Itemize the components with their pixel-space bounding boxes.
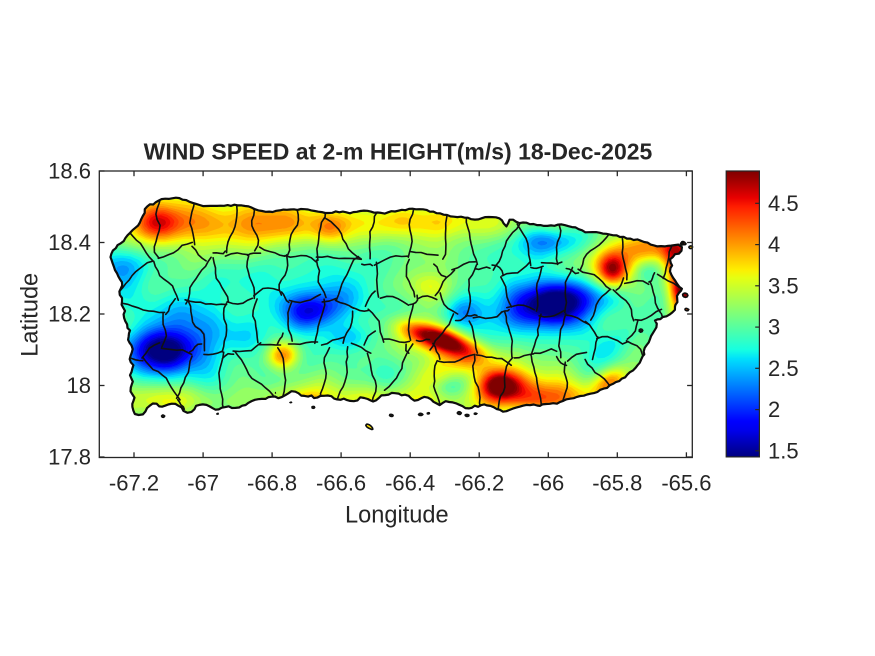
svg-text:18: 18 <box>67 373 91 398</box>
svg-text:2.5: 2.5 <box>768 356 799 381</box>
svg-text:-66.8: -66.8 <box>247 470 297 495</box>
svg-text:WIND SPEED at 2-m HEIGHT(m/s): WIND SPEED at 2-m HEIGHT(m/s) 18-Dec-202… <box>144 139 653 165</box>
svg-text:4.5: 4.5 <box>768 191 799 216</box>
svg-text:Longitude: Longitude <box>345 502 449 528</box>
svg-text:-65.6: -65.6 <box>661 470 711 495</box>
svg-text:18.6: 18.6 <box>48 159 91 184</box>
svg-text:-67: -67 <box>187 470 219 495</box>
svg-text:Latitude: Latitude <box>17 273 43 357</box>
svg-text:18.2: 18.2 <box>48 302 91 327</box>
svg-text:17.8: 17.8 <box>48 445 91 470</box>
svg-text:4: 4 <box>768 232 780 257</box>
svg-text:-65.8: -65.8 <box>592 470 642 495</box>
svg-text:-66.4: -66.4 <box>385 470 435 495</box>
svg-text:-66: -66 <box>532 470 564 495</box>
svg-text:2: 2 <box>768 397 780 422</box>
svg-text:1.5: 1.5 <box>768 438 799 463</box>
svg-text:-66.6: -66.6 <box>316 470 366 495</box>
svg-text:-66.2: -66.2 <box>454 470 504 495</box>
svg-text:-67.2: -67.2 <box>109 470 159 495</box>
svg-text:3.5: 3.5 <box>768 273 799 298</box>
svg-text:18.4: 18.4 <box>48 230 91 255</box>
svg-text:3: 3 <box>768 315 780 340</box>
